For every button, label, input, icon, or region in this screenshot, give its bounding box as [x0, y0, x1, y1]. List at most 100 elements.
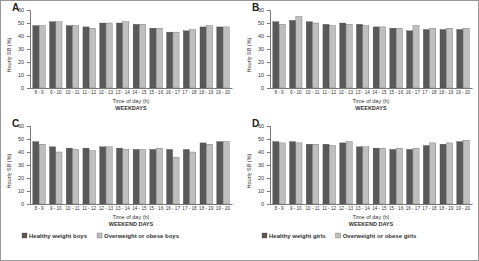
x-tick: 10 - 11	[305, 204, 319, 211]
subtitle: WEEKEND DAYS	[109, 221, 154, 227]
bar	[200, 143, 206, 204]
y-tick-label: 0	[21, 201, 24, 207]
x-tick-label: 12 - 13	[99, 206, 114, 211]
y-tick: 10	[18, 188, 30, 194]
x-tick: 19 - 20	[216, 204, 231, 211]
bar	[83, 148, 89, 204]
x-tick: 18 - 19	[199, 204, 214, 211]
y-tick-mark	[27, 204, 30, 205]
bar	[66, 26, 72, 88]
y-tick-mark	[267, 23, 270, 24]
panel-letter: A	[12, 2, 19, 13]
x-tick: 14 - 15	[372, 204, 387, 211]
bar	[167, 149, 173, 204]
x-tick: 8 - 9	[274, 88, 284, 95]
bar	[33, 142, 39, 204]
bar	[313, 144, 319, 204]
bar	[123, 149, 129, 204]
x-tick: 16 - 17	[166, 88, 181, 95]
bar	[407, 31, 413, 88]
x-tick: 8 - 9	[274, 204, 284, 211]
y-tick-mark	[267, 165, 270, 166]
y-tick-mark	[267, 36, 270, 37]
bar	[106, 147, 112, 204]
x-axis-title: Time of day (h)	[353, 214, 390, 220]
legend-swatch	[97, 233, 102, 238]
x-axis-line	[271, 88, 473, 89]
bar	[49, 147, 55, 204]
bar	[396, 28, 402, 88]
bar	[356, 24, 362, 88]
bar	[73, 149, 79, 204]
x-tick: 9 - 10	[290, 88, 302, 95]
x-tick-label: 8 - 9	[274, 206, 284, 211]
y-tick-label: 10	[18, 188, 24, 194]
x-tick-label: 8 - 9	[34, 90, 44, 95]
y-tick-label: 40	[258, 149, 264, 155]
y-tick-mark	[27, 139, 30, 140]
x-tick-label: 14 - 15	[132, 206, 147, 211]
y-tick-mark	[27, 10, 30, 11]
x-tick: 19 - 20	[456, 204, 471, 211]
x-tick: 17 - 18	[182, 88, 197, 95]
x-tick-label: 10 - 11	[305, 206, 319, 211]
y-axis: 0102030405060	[258, 7, 271, 91]
x-axis: 8 - 99 - 1010 - 1111 - 1212 - 1313 - 141…	[271, 88, 473, 95]
bar	[206, 144, 212, 204]
bars	[33, 22, 229, 88]
y-tick-mark	[27, 49, 30, 50]
y-tick-label: 10	[18, 72, 24, 78]
y-tick: 60	[258, 7, 270, 13]
bar	[200, 27, 206, 88]
subtitle: WEEKDAYS	[115, 105, 147, 111]
y-tick: 40	[18, 149, 30, 155]
x-axis-title: Time of day (h)	[113, 214, 150, 220]
bar	[39, 144, 45, 204]
x-tick: 16 - 17	[166, 204, 181, 211]
y-tick-label: 50	[18, 20, 24, 26]
bar	[150, 149, 156, 204]
y-tick: 10	[258, 188, 270, 194]
y-tick-mark	[27, 75, 30, 76]
y-tick-label: 0	[21, 85, 24, 91]
x-tick: 8 - 9	[34, 204, 44, 211]
x-tick: 11 - 12	[322, 88, 336, 95]
bar	[150, 28, 156, 88]
y-tick-label: 40	[258, 33, 264, 39]
x-tick: 13 - 14	[355, 88, 370, 95]
bar	[173, 157, 179, 204]
panel: 01020304050608 - 99 - 1010 - 1111 - 1212…	[6, 118, 233, 239]
y-tick-mark	[27, 178, 30, 179]
bar	[346, 142, 352, 204]
y-tick-label: 20	[18, 59, 24, 65]
y-tick: 20	[18, 59, 30, 65]
x-tick-label: 12 - 13	[99, 90, 114, 95]
x-tick: 9 - 10	[50, 204, 62, 211]
bar	[390, 149, 396, 204]
x-tick: 15 - 16	[389, 204, 404, 211]
bar	[190, 30, 196, 89]
bar	[279, 24, 285, 88]
bar	[373, 27, 379, 88]
y-tick-label: 40	[18, 149, 24, 155]
y-tick: 50	[18, 20, 30, 26]
x-axis: 8 - 99 - 1010 - 1111 - 1212 - 1313 - 141…	[31, 88, 233, 95]
x-tick: 13 - 14	[115, 204, 130, 211]
bar	[156, 148, 162, 204]
bar	[373, 148, 379, 204]
y-axis-line	[27, 127, 31, 205]
y-tick-mark	[267, 139, 270, 140]
y-tick-label: 20	[18, 175, 24, 181]
legend-swatch	[22, 233, 27, 238]
y-tick: 20	[258, 59, 270, 65]
y-tick-label: 50	[258, 136, 264, 142]
bar	[413, 26, 419, 88]
bar	[183, 149, 189, 204]
y-tick: 10	[258, 72, 270, 78]
x-tick-label: 13 - 14	[115, 90, 130, 95]
y-tick-label: 30	[258, 46, 264, 52]
y-axis: 0102030405060	[18, 7, 31, 91]
legend-label: Healthy weight boys	[29, 233, 88, 239]
y-tick-label: 50	[18, 136, 24, 142]
y-tick-label: 40	[18, 33, 24, 39]
